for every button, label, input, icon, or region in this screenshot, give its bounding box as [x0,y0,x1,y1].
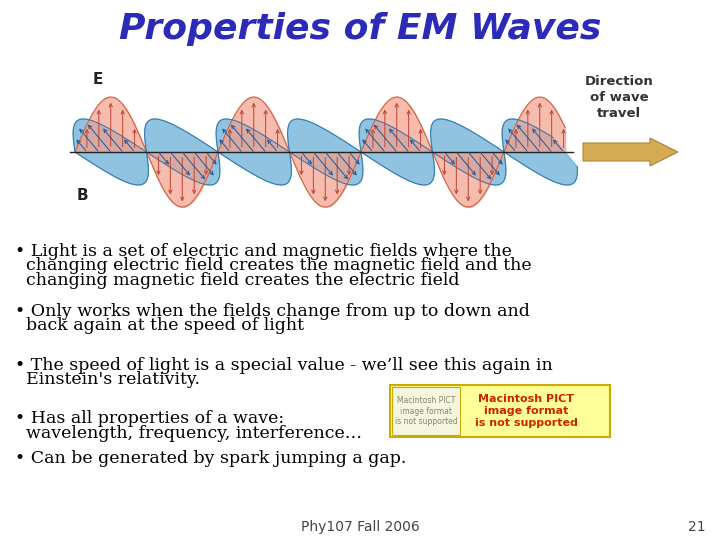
Text: changing magnetic field creates the electric field: changing magnetic field creates the elec… [15,272,459,289]
Text: 21: 21 [688,520,706,534]
Text: Direction
of wave
travel: Direction of wave travel [585,75,654,120]
Text: Macintosh PICT
image format
is not supported: Macintosh PICT image format is not suppo… [395,396,457,426]
Text: back again at the speed of light: back again at the speed of light [15,318,304,334]
FancyBboxPatch shape [390,385,610,437]
Text: • Has all properties of a wave:: • Has all properties of a wave: [15,410,284,427]
Polygon shape [431,119,506,185]
Polygon shape [73,119,148,185]
Polygon shape [216,119,292,185]
FancyArrow shape [583,138,678,166]
FancyBboxPatch shape [392,387,460,435]
Text: • Can be generated by spark jumping a gap.: • Can be generated by spark jumping a ga… [15,450,406,467]
Text: • Only works when the fields change from up to down and: • Only works when the fields change from… [15,303,530,320]
Text: changing electric field creates the magnetic field and the: changing electric field creates the magn… [15,258,531,274]
Polygon shape [502,119,577,185]
Text: wavelength, frequency, interference…: wavelength, frequency, interference… [15,424,362,442]
Text: Phy107 Fall 2006: Phy107 Fall 2006 [301,520,419,534]
Text: B: B [77,188,89,202]
Polygon shape [145,119,220,185]
Polygon shape [359,119,434,185]
Polygon shape [287,119,363,185]
Text: • The speed of light is a special value - we’ll see this again in: • The speed of light is a special value … [15,357,553,374]
Text: Macintosh PICT
image format
is not supported: Macintosh PICT image format is not suppo… [475,394,578,428]
Text: Einstein's relativity.: Einstein's relativity. [15,372,200,388]
Text: Properties of EM Waves: Properties of EM Waves [119,12,601,46]
Text: • Light is a set of electric and magnetic fields where the: • Light is a set of electric and magneti… [15,243,512,260]
Text: E: E [93,72,104,87]
